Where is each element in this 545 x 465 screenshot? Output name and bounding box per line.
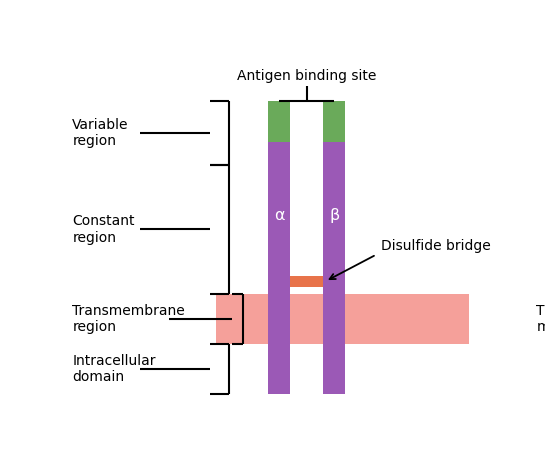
- Text: α: α: [274, 208, 284, 223]
- Bar: [323, 100, 345, 142]
- Text: Intracellular
domain: Intracellular domain: [72, 354, 156, 384]
- Bar: [323, 100, 345, 394]
- Bar: [268, 100, 290, 394]
- Text: T cell plasma
membrane: T cell plasma membrane: [536, 304, 545, 334]
- Text: Constant
region: Constant region: [72, 214, 135, 245]
- Bar: [290, 276, 323, 287]
- Text: β: β: [329, 208, 340, 223]
- Text: Disulfide bridge: Disulfide bridge: [380, 239, 490, 253]
- Bar: [268, 100, 290, 142]
- Text: Variable
region: Variable region: [72, 118, 129, 148]
- Text: Transmembrane
region: Transmembrane region: [72, 304, 185, 334]
- Text: Antigen binding site: Antigen binding site: [237, 69, 377, 83]
- Bar: [216, 294, 469, 344]
